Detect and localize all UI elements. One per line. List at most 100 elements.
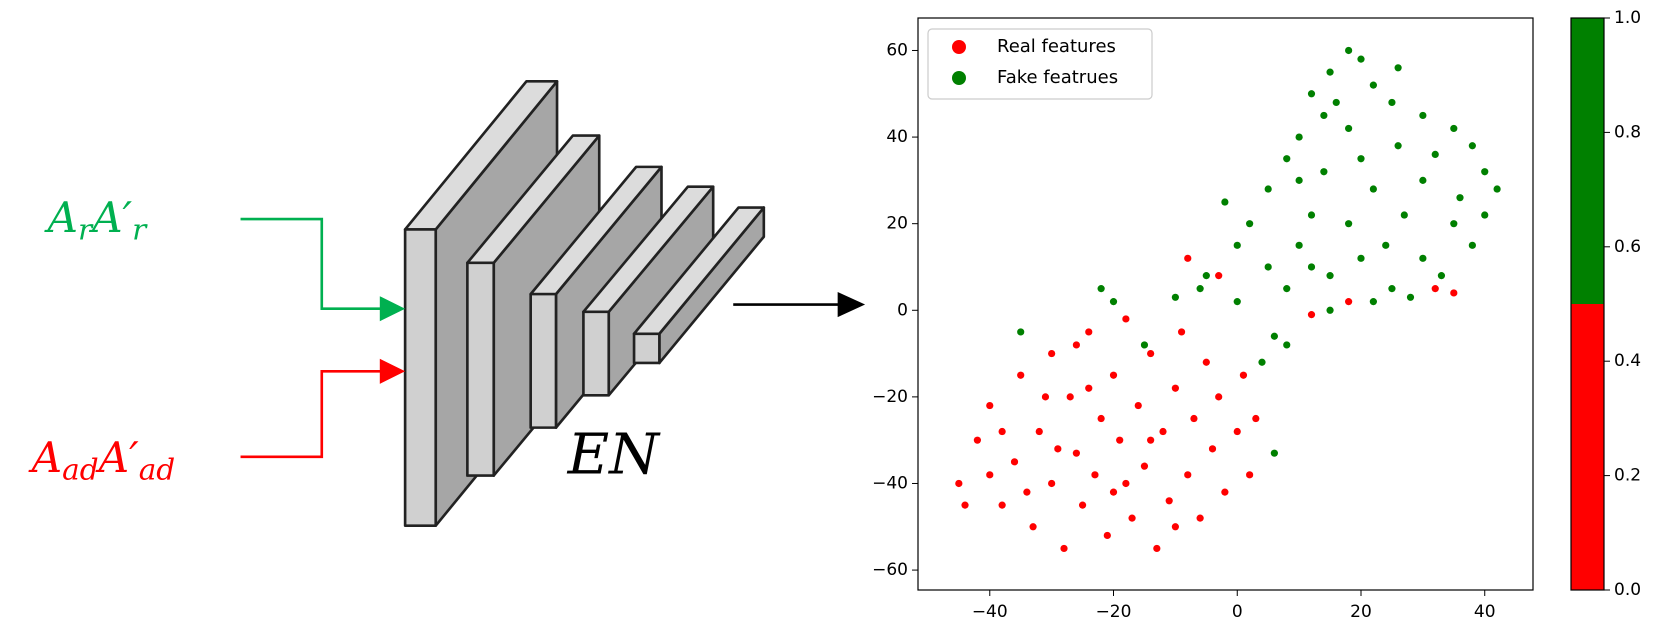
- scatter-point: [955, 479, 963, 488]
- scatter-point: [1233, 298, 1241, 306]
- arrow-head: [837, 292, 866, 318]
- colorbar-frame: [1570, 17, 1605, 591]
- scatter-point: [1481, 168, 1489, 176]
- scatter-point: [1078, 501, 1087, 509]
- scatter-point: [1307, 211, 1316, 219]
- scatter-point: [1307, 263, 1316, 271]
- scatter-point: [1431, 285, 1439, 293]
- encoder-block: [632, 206, 766, 365]
- scatter-point: [1171, 384, 1179, 392]
- x-tick-label: −40: [972, 602, 1008, 622]
- scatter-point: [1481, 211, 1489, 219]
- legend-marker: [952, 71, 966, 85]
- scatter-point: [1270, 449, 1278, 457]
- scatter-point: [1233, 427, 1241, 436]
- scatter-point: [1345, 124, 1353, 133]
- colorbar-tick-label: 0.2: [1614, 466, 1641, 486]
- scatter-point: [1345, 220, 1353, 228]
- scatter-point: [1369, 298, 1377, 306]
- colorbar-segment: [1571, 18, 1604, 304]
- scatter-point: [1283, 341, 1291, 349]
- scatter-point: [1066, 393, 1074, 401]
- input-arrow: [240, 370, 382, 459]
- scatter-point: [1307, 311, 1316, 319]
- x-tick-label: 40: [1474, 602, 1496, 622]
- legend-marker: [952, 40, 966, 54]
- scatter-point: [1369, 185, 1377, 193]
- scatter-point: [1320, 111, 1328, 120]
- scatter-point: [986, 401, 994, 410]
- scatter-point: [1184, 254, 1192, 262]
- scatter-point: [1029, 523, 1037, 531]
- scatter-point: [1246, 471, 1254, 479]
- scatter-point: [1171, 293, 1179, 301]
- subscript: r: [132, 213, 148, 247]
- scatter-point: [1233, 241, 1241, 249]
- scatter-point: [973, 436, 981, 444]
- scatter-point: [986, 471, 994, 479]
- scatter-point: [1357, 55, 1365, 63]
- scatter-point: [1202, 358, 1210, 366]
- scatter-point: [1072, 449, 1080, 457]
- scatter-point: [1085, 384, 1093, 392]
- scatter-point: [1109, 371, 1118, 379]
- y-tick-label: 20: [886, 214, 908, 234]
- colorbar-tick-label: 0.6: [1614, 237, 1641, 257]
- plot-frame: [917, 17, 1534, 591]
- scatter-point: [1054, 445, 1062, 453]
- scatter-point: [1122, 315, 1130, 323]
- scatter-point: [1171, 523, 1179, 531]
- colorbar-tick-label: 0.4: [1614, 351, 1641, 371]
- scatter-point: [1196, 285, 1204, 293]
- y-tick-label: −60: [872, 560, 908, 580]
- scatter-point: [1326, 306, 1334, 314]
- scatter-point: [1295, 241, 1303, 249]
- y-tick-label: 40: [886, 127, 908, 147]
- scatter-point: [1419, 111, 1427, 120]
- arrow-head: [379, 296, 406, 322]
- scatter-point: [1295, 176, 1303, 184]
- scatter-point: [1239, 371, 1248, 379]
- scatter-point: [1283, 155, 1291, 163]
- scatter-point: [1388, 285, 1396, 293]
- scatter-point: [1345, 298, 1353, 306]
- scatter-point: [1184, 471, 1192, 479]
- scatter-point: [1208, 445, 1217, 453]
- scatter-point: [1165, 497, 1173, 505]
- scatter-point: [1468, 142, 1476, 150]
- scatter-point: [1450, 220, 1458, 228]
- y-tick-label: −20: [872, 387, 908, 407]
- legend-label: Real features: [997, 36, 1116, 57]
- y-tick-label: 60: [886, 40, 908, 60]
- scatter-point: [1437, 272, 1446, 280]
- scatter-point: [1017, 328, 1025, 336]
- scatter-point: [1010, 458, 1019, 466]
- scatter-point: [1332, 98, 1340, 107]
- symbol: A′: [95, 433, 140, 482]
- scatter-point: [1307, 90, 1316, 98]
- scatter-point: [1326, 272, 1334, 280]
- scatter-point: [1450, 124, 1458, 133]
- scatter-point: [1048, 479, 1056, 488]
- scatter-point: [1109, 298, 1118, 306]
- scatter-point: [1264, 263, 1272, 271]
- scatter-point: [1048, 349, 1056, 358]
- encoder-diagram: ArA′r AadA′ad EN: [28, 80, 866, 527]
- scatter-point: [1190, 414, 1198, 423]
- scatter-point: [1357, 254, 1365, 262]
- scatter-point: [1456, 194, 1464, 202]
- scatter-point: [1091, 471, 1099, 479]
- subscript: r: [78, 213, 94, 247]
- legend-label: Fake featrues: [997, 67, 1118, 88]
- input-label: AadA′ad: [28, 433, 176, 486]
- scatter-point: [1419, 176, 1427, 184]
- scatter-point: [1202, 272, 1210, 280]
- scatter-point: [1122, 479, 1130, 488]
- symbol: A: [28, 433, 63, 482]
- scatter-point: [1103, 531, 1111, 540]
- scatter-point: [1116, 436, 1124, 444]
- scatter-point: [1134, 401, 1142, 410]
- scatter-point: [1035, 427, 1043, 436]
- scatter-point: [1140, 462, 1149, 470]
